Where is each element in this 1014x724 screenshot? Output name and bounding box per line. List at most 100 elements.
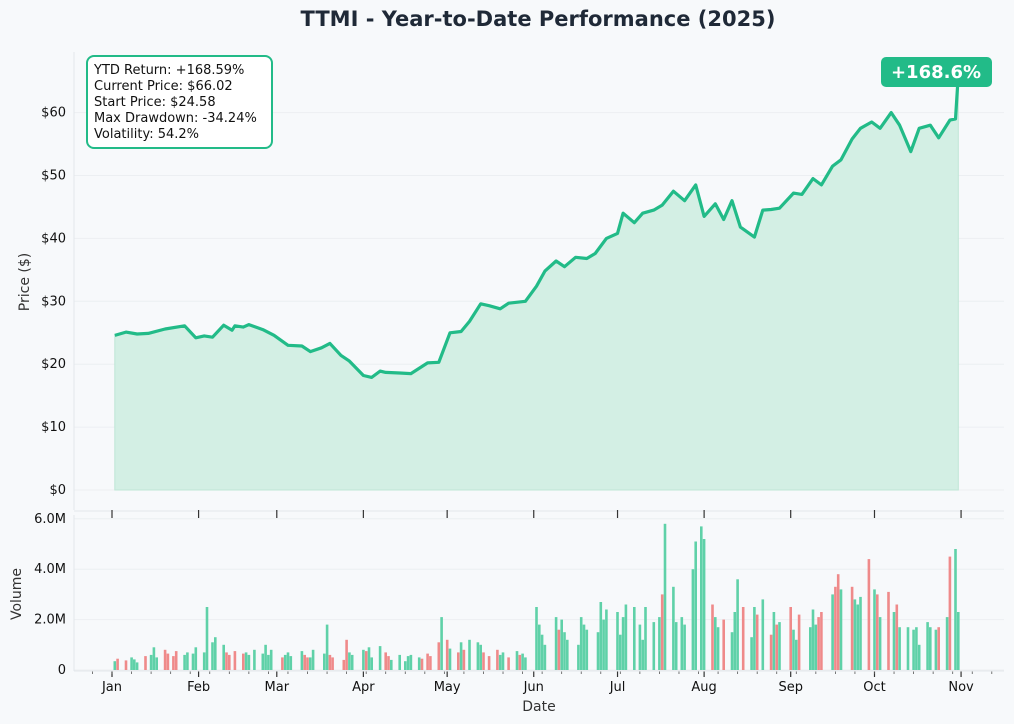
- volume-bar: [814, 624, 818, 670]
- volume-bar: [331, 657, 334, 670]
- volume-bar: [582, 624, 586, 670]
- volume-x-tick-label: Feb: [187, 680, 210, 695]
- volume-bar: [155, 657, 158, 670]
- volume-bar: [795, 639, 798, 670]
- stats-box: YTD Return: +168.59% Current Price: $66.…: [86, 55, 273, 149]
- volume-bar: [579, 617, 583, 670]
- volume-bar: [406, 656, 410, 670]
- volume-bar: [577, 644, 580, 670]
- volume-bar: [926, 622, 929, 670]
- volume-bar: [934, 629, 938, 670]
- volume-bar: [945, 617, 949, 670]
- volume-bar: [409, 654, 413, 670]
- volume-bar: [954, 549, 957, 670]
- volume-bar: [124, 660, 128, 670]
- volume-bar: [133, 659, 136, 670]
- volume-bar: [644, 607, 647, 670]
- volume-y-tick-label: 6.0M: [34, 512, 66, 527]
- volume-bar: [113, 661, 117, 670]
- volume-bar: [789, 607, 792, 670]
- volume-bar: [716, 627, 720, 670]
- volume-bar: [300, 651, 304, 670]
- volume-bar: [624, 604, 628, 670]
- volume-bar: [222, 644, 225, 670]
- volume-bar: [557, 629, 561, 670]
- volume-bar: [457, 652, 460, 670]
- volume-bar: [750, 637, 753, 670]
- volume-y-tick-label: 4.0M: [34, 562, 66, 577]
- volume-bar: [691, 569, 695, 670]
- volume-bar: [468, 639, 471, 670]
- volume-bar: [521, 653, 524, 670]
- volume-bar: [269, 649, 273, 670]
- volume-bar: [912, 629, 915, 670]
- volume-bar: [183, 654, 186, 670]
- volume-bar: [518, 654, 522, 670]
- volume-bar: [722, 619, 725, 670]
- volume-bar: [524, 657, 527, 670]
- volume-bar: [440, 617, 443, 670]
- volume-bar: [775, 624, 778, 670]
- volume-bar: [878, 617, 882, 670]
- volume-bar: [426, 653, 429, 670]
- volume-bar: [462, 649, 466, 670]
- volume-bar: [867, 559, 871, 670]
- volume-bar: [641, 639, 644, 670]
- volume-bar: [538, 624, 541, 670]
- volume-bar: [253, 649, 256, 670]
- volume-bar: [228, 654, 231, 670]
- volume-x-tick-label: Mar: [265, 680, 290, 695]
- volume-bar: [660, 594, 664, 670]
- volume-bar: [244, 652, 248, 670]
- price-y-tick-label: $30: [41, 294, 66, 309]
- volume-bar: [498, 654, 502, 670]
- volume-bar: [596, 632, 600, 670]
- volume-bar: [566, 639, 569, 670]
- volume-bar: [543, 644, 547, 670]
- volume-bar: [445, 639, 449, 670]
- volume-bar: [116, 658, 119, 670]
- volume-y-tick-label: 0: [58, 663, 66, 678]
- volume-bar: [242, 653, 245, 670]
- volume-bar: [599, 602, 603, 670]
- volume-bar: [563, 632, 566, 670]
- volume-panel: 0 2.0M 4.0M 6.0M Jan Feb Mar Apr May Jun Jul Aug Se…: [9, 510, 1004, 715]
- volume-bar: [448, 648, 452, 670]
- volume-bar: [585, 629, 589, 670]
- volume-bar: [152, 647, 156, 670]
- volume-bar: [540, 634, 544, 670]
- volume-bar: [144, 656, 147, 670]
- volume-bar: [342, 659, 346, 670]
- volume-bar: [364, 651, 368, 670]
- volume-bar: [233, 651, 237, 670]
- price-y-tick-label: $20: [41, 357, 66, 372]
- volume-bar: [680, 617, 684, 670]
- volume-x-tick-label: Oct: [863, 680, 885, 695]
- volume-bar: [507, 657, 510, 670]
- volume-bar: [420, 658, 424, 670]
- volume-bar: [163, 649, 167, 670]
- volume-bar: [479, 644, 482, 670]
- volume-bar: [619, 634, 622, 670]
- stats-volatility: Volatility: 54.2%: [94, 127, 199, 142]
- volume-bar: [309, 657, 312, 670]
- volume-bar: [214, 637, 217, 670]
- volume-bar: [186, 652, 189, 670]
- volume-bar: [856, 604, 859, 670]
- volume-bar: [948, 556, 952, 670]
- volume-bar: [792, 629, 795, 670]
- volume-bar: [616, 612, 619, 670]
- volume-bar: [247, 654, 251, 670]
- volume-bar: [515, 651, 519, 670]
- volume-bar: [328, 654, 332, 670]
- volume-bar: [166, 653, 170, 670]
- volume-bar: [476, 642, 480, 670]
- price-y-axis-label: Price ($): [17, 253, 33, 311]
- volume-bar: [362, 649, 365, 670]
- volume-bar: [702, 539, 706, 670]
- volume-bar: [267, 654, 270, 670]
- volume-x-tick-label: Aug: [691, 680, 716, 695]
- volume-bar: [459, 642, 463, 670]
- volume-bar: [602, 619, 605, 670]
